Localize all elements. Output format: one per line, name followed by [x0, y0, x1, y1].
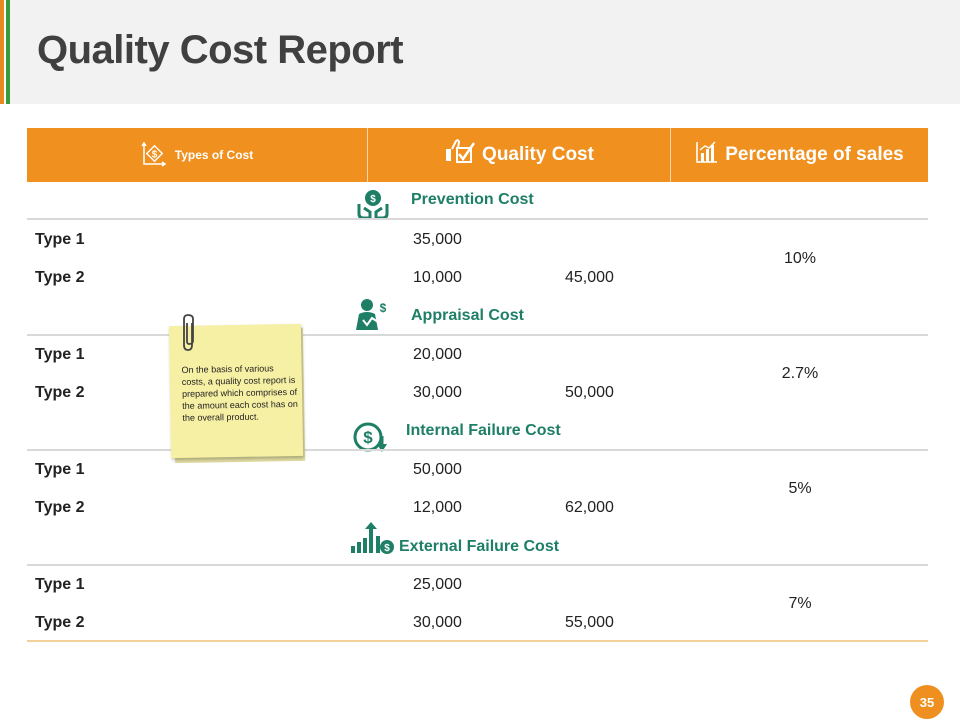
row-label: Type 1: [35, 231, 85, 248]
section-divider: [27, 334, 928, 336]
cost-value: 10,000: [413, 269, 462, 286]
section-title-appraisal: Appraisal Cost: [411, 307, 524, 324]
cost-percentage: 7%: [788, 595, 812, 612]
header-quality-cost: Quality Cost: [367, 128, 670, 182]
cost-value: 30,000: [413, 614, 462, 631]
header-label-types-of-cost: Types of Cost: [174, 148, 254, 162]
bar-chart-icon: [695, 140, 725, 170]
section-title-external-failure: External Failure Cost: [399, 538, 560, 555]
cost-percentage: 2.7%: [781, 365, 819, 382]
money-hands-icon: $: [356, 188, 390, 227]
svg-text:$: $: [363, 428, 373, 447]
page-number-badge: 35: [910, 685, 944, 719]
svg-text:$: $: [151, 149, 157, 160]
row-label: Type 2: [35, 269, 85, 286]
sticky-note-text: On the basis of various costs, a quality…: [181, 363, 298, 423]
bar-growth-dollar-icon: $: [349, 520, 395, 561]
accent-stripe-orange: [0, 0, 4, 104]
row-label: Type 1: [35, 461, 85, 478]
cost-value: 25,000: [413, 576, 462, 593]
page-title: Quality Cost Report: [37, 28, 404, 72]
cost-total: 45,000: [565, 269, 614, 286]
header-label-percentage: Percentage of sales: [725, 144, 904, 165]
header-label-quality-cost: Quality Cost: [482, 144, 594, 165]
row-label: Type 2: [35, 499, 85, 516]
businessman-dollar-icon: $: [354, 298, 390, 337]
thumbs-up-check-icon: [444, 137, 482, 173]
row-label: Type 2: [35, 614, 85, 631]
accent-stripe-gap: [4, 0, 6, 104]
paperclip-icon: [181, 313, 197, 358]
money-transfer-icon: $: [141, 140, 175, 171]
svg-text:$: $: [380, 301, 387, 315]
svg-text:$: $: [370, 194, 376, 205]
cost-value: 30,000: [413, 384, 462, 401]
section-title-internal-failure: Internal Failure Cost: [406, 422, 561, 439]
row-label: Type 1: [35, 576, 85, 593]
table-bottom-border: [27, 640, 928, 642]
section-divider: [27, 218, 928, 220]
cost-value: 20,000: [413, 346, 462, 363]
section-title-prevention: Prevention Cost: [411, 191, 534, 208]
dollar-down-arrow-icon: $: [352, 420, 390, 459]
svg-text:$: $: [384, 543, 390, 554]
row-label: Type 1: [35, 346, 85, 363]
section-divider: [27, 564, 928, 566]
row-label: Type 2: [35, 384, 85, 401]
cost-percentage: 5%: [788, 480, 812, 497]
cost-value: 35,000: [413, 231, 462, 248]
section-divider: [27, 449, 928, 451]
title-bar: Quality Cost Report: [0, 0, 960, 104]
cost-percentage: 10%: [783, 250, 817, 267]
accent-stripe-green: [6, 0, 10, 104]
cost-total: 55,000: [565, 614, 614, 631]
cost-value: 50,000: [413, 461, 462, 478]
header-types-of-cost: $ Types of Cost: [27, 128, 367, 182]
cost-value: 12,000: [413, 499, 462, 516]
header-percentage-of-sales: Percentage of sales: [670, 128, 928, 182]
table-header: $ Types of Cost Quality Cost Perce: [27, 128, 928, 182]
cost-total: 62,000: [565, 499, 614, 516]
cost-total: 50,000: [565, 384, 614, 401]
